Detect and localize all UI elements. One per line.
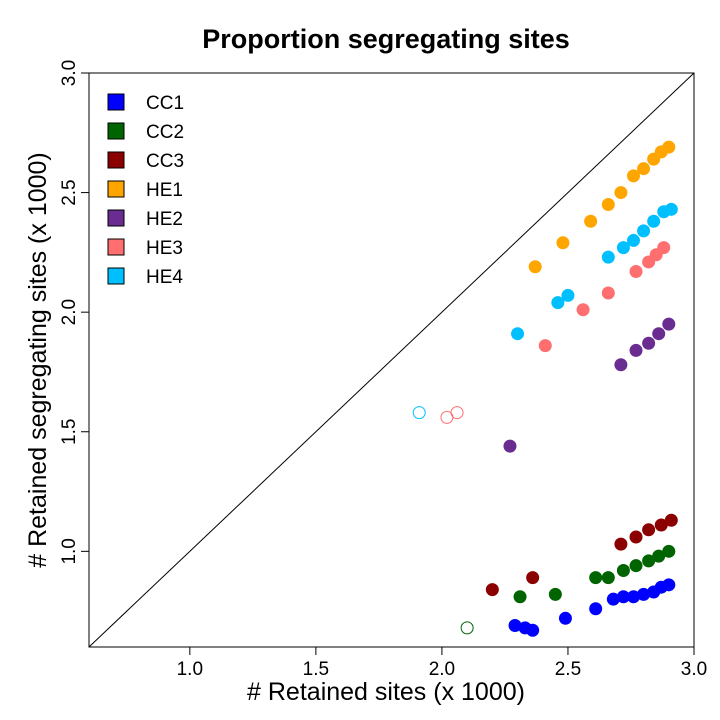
y-tick-label: 3.0 [59, 60, 80, 86]
plot-frame [88, 72, 695, 648]
series-he4 [412, 202, 678, 420]
data-point-he4 [647, 214, 661, 228]
identity-line [88, 72, 695, 648]
data-point-cc2 [662, 544, 676, 558]
legend-swatch-he3 [107, 238, 125, 256]
x-axis-label: # Retained sites (x 1000) [247, 678, 525, 706]
data-point-cc1 [589, 602, 603, 616]
series-cc3 [485, 513, 678, 597]
data-point-he2 [503, 439, 517, 453]
data-point-he2 [629, 343, 643, 357]
x-axis: 1.0 1.5 2.0 2.5 3.0 [177, 647, 707, 680]
data-point-cc2 [548, 587, 562, 601]
y-axis-label: # Retained segregating sites (x 1000) [24, 152, 52, 568]
data-point-he3 [657, 241, 671, 255]
data-point-he4 [412, 406, 426, 420]
data-point-cc2 [616, 563, 630, 577]
data-point-he4 [561, 288, 575, 302]
data-point-he4 [627, 233, 640, 247]
legend: CC1 CC2 CC3 HE1 HE2 HE3 HE4 [107, 93, 184, 288]
data-point-cc3 [526, 571, 540, 585]
data-point-cc1 [558, 611, 572, 625]
data-point-he1 [584, 214, 598, 228]
data-point-cc3 [614, 537, 628, 551]
data-point-cc1 [526, 623, 540, 637]
data-point-cc1 [662, 578, 676, 592]
data-point-he1 [528, 260, 542, 274]
data-point-he1 [614, 186, 628, 200]
x-tick-label: 1.0 [177, 659, 203, 680]
legend-label-cc1: CC1 [146, 93, 184, 114]
legend-swatch-cc3 [107, 151, 125, 169]
data-point-cc2 [629, 559, 643, 573]
series-he3 [440, 241, 671, 424]
data-point-he2 [614, 358, 628, 372]
x-tick-label: 2.0 [429, 659, 455, 680]
data-point-he3 [576, 303, 590, 317]
legend-label-he3: HE3 [146, 238, 183, 259]
y-axis: 1.0 1.5 2.0 2.5 3.0 [59, 60, 89, 565]
data-point-he4 [511, 327, 525, 341]
data-point-he3 [450, 406, 464, 420]
data-point-he3 [601, 286, 615, 300]
data-point-he1 [556, 236, 570, 250]
data-point-he4 [637, 224, 651, 238]
legend-label-he2: HE2 [146, 209, 183, 230]
x-tick-label: 3.0 [681, 659, 707, 680]
legend-label-he4: HE4 [146, 267, 183, 288]
data-point-he4 [616, 241, 630, 255]
series-cc2 [460, 544, 676, 635]
data-point-he2 [662, 317, 676, 331]
data-point-he3 [538, 339, 552, 353]
chart-title: Proportion segregating sites [202, 24, 570, 54]
y-tick-label: 1.0 [59, 538, 80, 564]
y-tick-label: 2.5 [59, 179, 80, 205]
series-he1 [528, 140, 676, 274]
data-point-he1 [637, 162, 651, 176]
data-point-he3 [629, 265, 643, 279]
legend-swatch-he4 [107, 267, 125, 285]
legend-swatch-he1 [107, 180, 125, 198]
y-tick-label: 2.0 [59, 299, 80, 325]
data-point-he4 [601, 250, 615, 264]
data-point-he4 [664, 202, 678, 216]
data-point-he4 [551, 296, 565, 310]
data-point-he1 [662, 140, 676, 154]
data-point-cc2 [513, 590, 527, 604]
legend-label-cc2: CC2 [146, 122, 184, 143]
data-point-he2 [642, 336, 656, 350]
legend-swatch-cc2 [107, 122, 125, 140]
series-he2 [503, 317, 676, 453]
data-point-cc2 [460, 621, 474, 635]
data-point-cc3 [664, 513, 678, 527]
data-point-cc3 [485, 583, 499, 597]
legend-label-he1: HE1 [146, 180, 183, 201]
data-point-cc2 [589, 571, 603, 585]
y-tick-label: 1.5 [59, 419, 80, 445]
legend-swatch-he2 [107, 209, 125, 227]
data-point-he1 [601, 198, 615, 212]
data-point-cc3 [642, 523, 656, 537]
legend-label-cc3: CC3 [146, 151, 184, 172]
data-point-cc3 [629, 530, 643, 544]
data-point-he2 [652, 327, 666, 341]
data-points [412, 140, 678, 637]
data-point-cc2 [601, 571, 615, 585]
series-cc1 [508, 578, 676, 637]
legend-swatch-cc1 [107, 93, 125, 111]
data-point-he1 [627, 169, 640, 183]
x-tick-label: 1.5 [303, 659, 329, 680]
x-tick-label: 2.5 [555, 659, 581, 680]
